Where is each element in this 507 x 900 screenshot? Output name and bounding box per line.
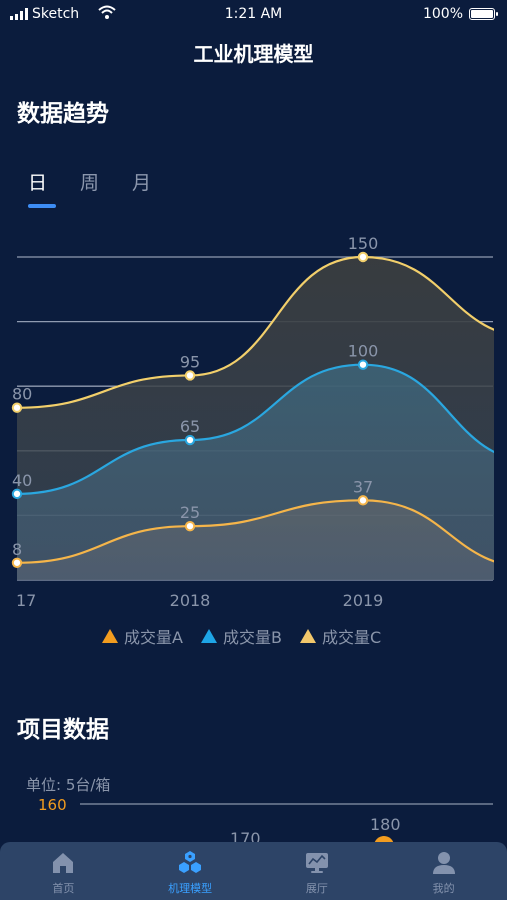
- status-bar: Sketch 1:21 AM 100%: [0, 0, 507, 28]
- tabbar-item-model[interactable]: 机理模型: [127, 842, 254, 900]
- x-tick-label: 2019: [343, 591, 384, 610]
- carrier-label: Sketch: [32, 6, 80, 22]
- project-chart: 160 170 180: [38, 796, 493, 850]
- data-label: 100: [348, 342, 379, 361]
- legend-item-a[interactable]: 成交量A: [102, 624, 183, 648]
- data-label: 25: [180, 503, 200, 522]
- triangle-icon: [299, 629, 316, 643]
- status-time: 1:21 AM: [224, 6, 283, 22]
- data-label: 8: [12, 540, 22, 559]
- wifi-icon: [98, 5, 116, 19]
- x-tick-label: 17: [16, 591, 36, 610]
- legend-label-c: 成交量C: [321, 628, 382, 647]
- series-area-1: [17, 500, 494, 580]
- x-tick-label: 2018: [170, 591, 211, 610]
- triangle-icon: [102, 629, 118, 643]
- tabbar-label-mine: 我的: [432, 882, 455, 895]
- data-point: [357, 359, 369, 370]
- legend-item-b[interactable]: 成交量B: [200, 624, 282, 648]
- series-line-1: [17, 499, 494, 564]
- legend-item-c[interactable]: 成交量C: [299, 624, 382, 648]
- person-icon: [432, 852, 455, 874]
- data-point: [11, 402, 23, 413]
- page-title: 工业机理模型: [193, 42, 314, 66]
- tabbar-label-model: 机理模型: [168, 882, 213, 895]
- unit-label: 单位: 5台/箱: [26, 776, 111, 794]
- monitor-icon: [305, 853, 328, 873]
- series-line-3: [17, 255, 494, 409]
- battery-icon: [469, 8, 498, 20]
- data-label: 40: [12, 471, 32, 490]
- project-section-title: 项目数据: [17, 717, 109, 743]
- battery-group: 100%: [422, 6, 498, 22]
- data-point: [11, 557, 23, 568]
- home-icon: [53, 853, 74, 873]
- project-tick-label: 160: [38, 796, 67, 814]
- data-label: 95: [180, 352, 200, 371]
- tab-active-indicator: [28, 204, 56, 208]
- series-line-2: [17, 363, 494, 495]
- data-label: 37: [353, 477, 373, 496]
- data-point: [184, 520, 196, 532]
- carrier-group: Sketch: [10, 6, 79, 22]
- tab-month[interactable]: 月: [132, 172, 152, 194]
- period-tabs: 日 周 月: [28, 168, 151, 195]
- tab-week[interactable]: 周: [80, 172, 100, 194]
- tabbar-item-mine[interactable]: 我的: [380, 842, 507, 900]
- tabbar-item-showroom[interactable]: 展厅: [254, 842, 381, 900]
- bottom-tab-bar: 首页 机理模型 展厅 我的: [0, 842, 507, 900]
- tabbar-item-home[interactable]: 首页: [0, 842, 127, 900]
- data-point: [184, 434, 196, 446]
- cubes-icon: [179, 851, 202, 873]
- data-label: 65: [180, 417, 200, 436]
- signal-icon: [10, 8, 28, 20]
- trend-section-title: 数据趋势: [17, 101, 109, 127]
- data-point: [357, 251, 369, 263]
- data-label: 80: [12, 385, 32, 404]
- chart-legend: 成交量A 成交量B 成交量C: [102, 624, 381, 648]
- tab-day[interactable]: 日: [28, 172, 48, 194]
- data-point: [357, 495, 369, 506]
- triangle-icon: [200, 629, 217, 643]
- legend-label-a: 成交量A: [124, 628, 183, 647]
- project-data-label: 180: [370, 815, 401, 834]
- tabbar-label-showroom: 展厅: [305, 882, 328, 895]
- data-point: [11, 488, 23, 500]
- data-point: [184, 370, 196, 381]
- legend-label-b: 成交量B: [222, 628, 282, 647]
- trend-chart: 8 25 37 40 65 100 80 95 150 17 2018 2019: [11, 234, 494, 610]
- tabbar-label-home: 首页: [52, 882, 75, 895]
- battery-percent: 100%: [422, 6, 463, 22]
- data-label: 150: [348, 234, 379, 253]
